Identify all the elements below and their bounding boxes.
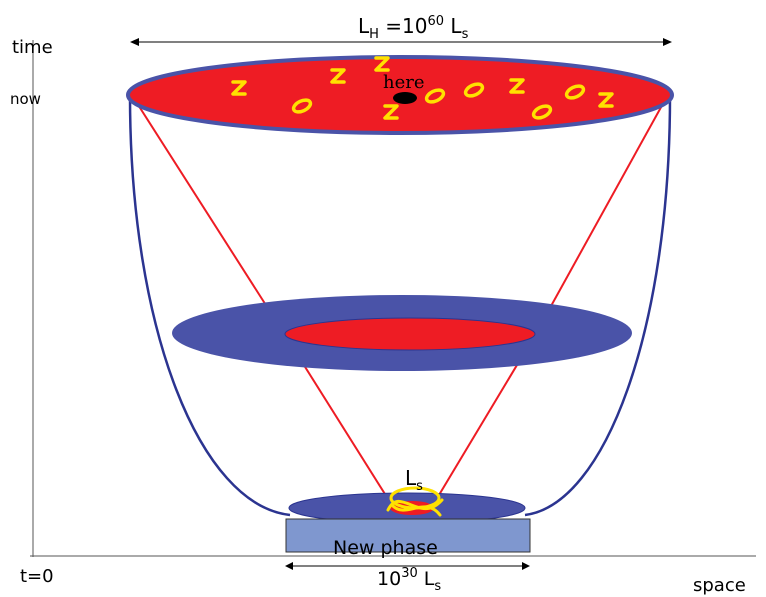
string-loops (231, 56, 614, 120)
space-label: space (693, 575, 746, 596)
new-phase-arrow (285, 562, 530, 570)
horizon-arrow (130, 38, 672, 46)
new-phase-size-label: 1030 Ls (377, 566, 441, 594)
horizon-label: LH =1060 Ls (358, 14, 469, 42)
initial-strings (386, 486, 444, 517)
origin-label: t=0 (20, 566, 54, 587)
string-length-label: Ls (405, 466, 423, 494)
here-dot (393, 92, 417, 104)
now-label: now (10, 90, 41, 108)
new-phase-box (285, 518, 531, 553)
time-label: time (12, 37, 53, 58)
here-label: here (383, 72, 425, 93)
new-phase-label: New phase (333, 537, 438, 559)
bowl-outline (128, 95, 672, 517)
middle-disk-inner (284, 317, 536, 351)
